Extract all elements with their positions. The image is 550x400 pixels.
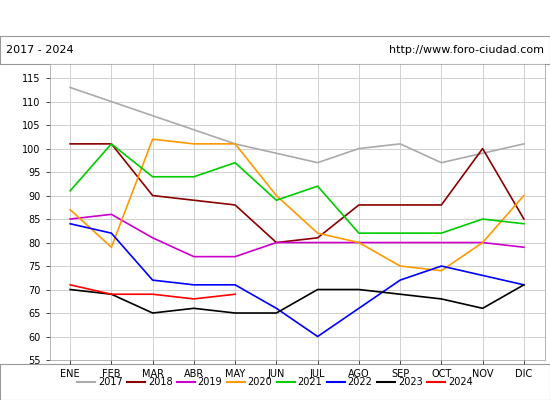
Text: 2017 - 2024: 2017 - 2024 xyxy=(6,45,73,55)
Text: http://www.foro-ciudad.com: http://www.foro-ciudad.com xyxy=(389,45,544,55)
Text: Evolucion del paro registrado en Táliga: Evolucion del paro registrado en Táliga xyxy=(126,10,424,26)
Legend: 2017, 2018, 2019, 2020, 2021, 2022, 2023, 2024: 2017, 2018, 2019, 2020, 2021, 2022, 2023… xyxy=(74,373,476,391)
